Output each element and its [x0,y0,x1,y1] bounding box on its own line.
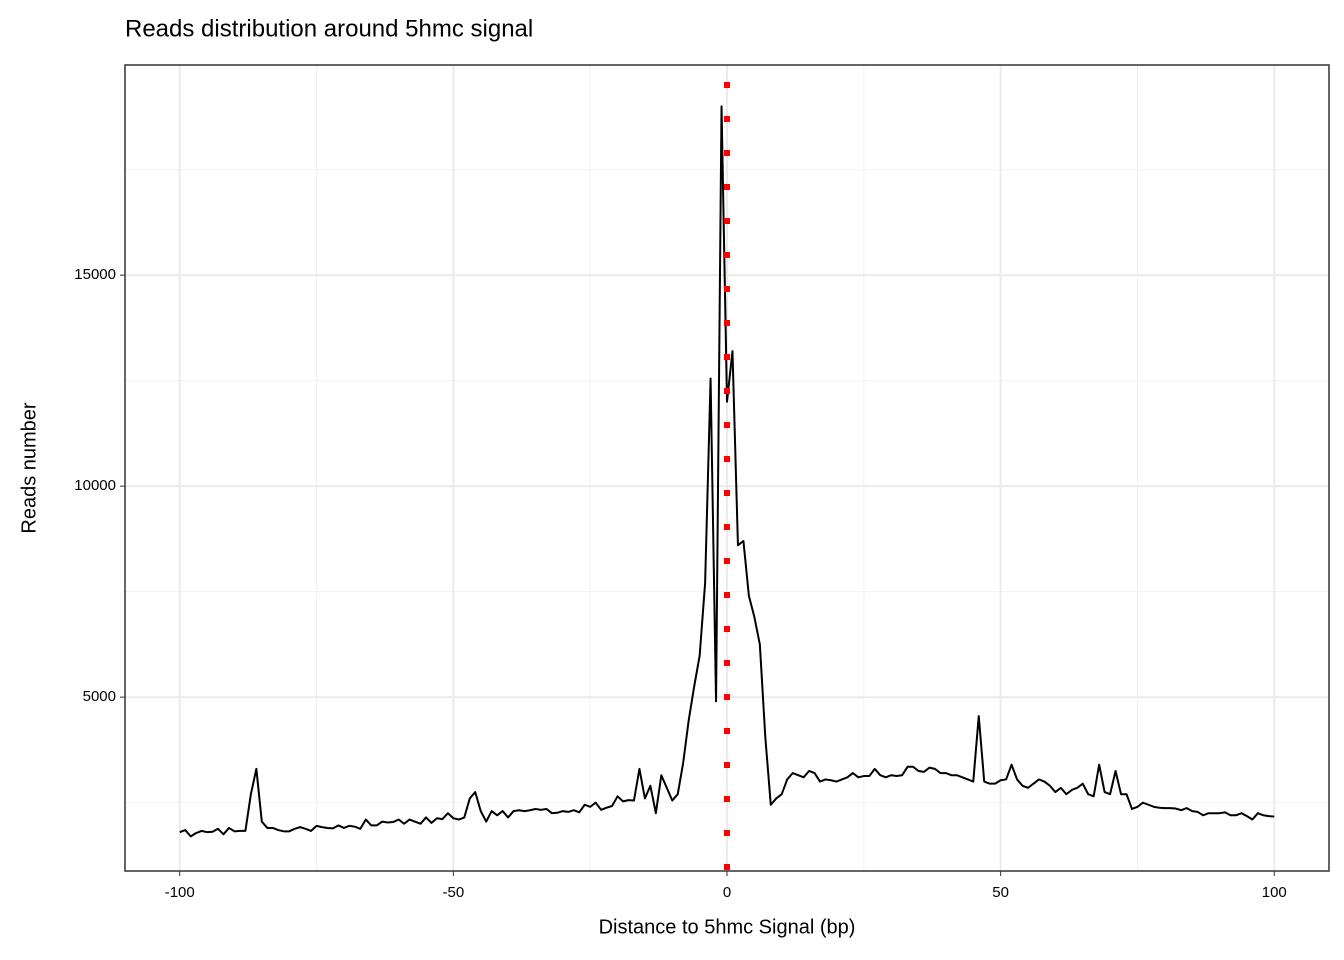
chart-title: Reads distribution around 5hmc signal [125,15,533,42]
y-tick-label: 5000 [83,688,116,705]
y-tick-label: 15000 [74,266,116,283]
panel-border [124,64,1330,872]
y-axis-label: Reads number [18,402,40,534]
y-tick-label: 10000 [74,477,116,494]
x-tick-label: 0 [723,884,731,901]
x-tick-label: -100 [165,884,195,901]
x-tick-label: -50 [443,884,465,901]
x-tick-label: 100 [1262,884,1287,901]
x-tick-label: 50 [992,884,1009,901]
data-line [179,105,1275,838]
x-axis-label: Distance to 5hmc Signal (bp) [599,916,856,938]
